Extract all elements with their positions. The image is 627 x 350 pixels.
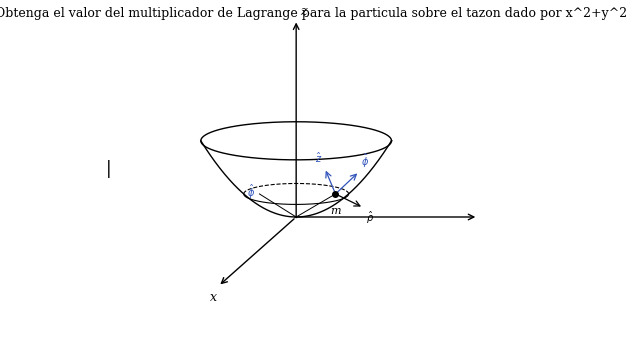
Text: $\hat{\rho}$: $\hat{\rho}$ — [366, 210, 374, 226]
Text: z: z — [300, 5, 307, 18]
Text: $\hat{z}$: $\hat{z}$ — [315, 151, 322, 165]
Text: 2.- Obtenga el valor del multiplicador de Lagrange para la particula sobre el ta: 2.- Obtenga el valor del multiplicador d… — [0, 7, 627, 20]
Text: $\hat{\phi}$: $\hat{\phi}$ — [362, 152, 370, 170]
Text: x: x — [210, 292, 218, 304]
Text: |: | — [105, 160, 111, 177]
Text: m: m — [330, 206, 340, 216]
Text: $\hat{\phi}$: $\hat{\phi}$ — [247, 183, 255, 201]
